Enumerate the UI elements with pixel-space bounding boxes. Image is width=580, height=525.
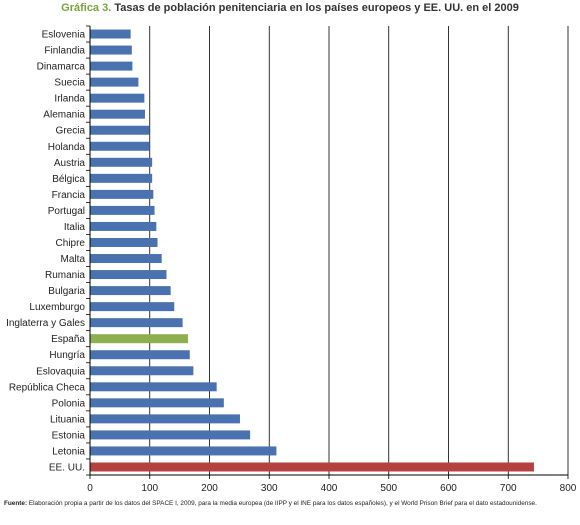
x-tick-label: 300 [261, 483, 278, 494]
bar [90, 286, 171, 296]
category-label: Estonia [52, 430, 86, 441]
category-label: Portugal [48, 206, 85, 217]
category-label: Letonia [52, 446, 85, 457]
bar-chart: Eslovenia Finlandia Dinamarca Suecia Irlanda… [6, 25, 577, 494]
bar [90, 189, 154, 199]
category-label: Italia [64, 222, 86, 233]
category-label: EE. UU. [49, 462, 85, 473]
bar [90, 382, 217, 392]
bar [90, 61, 133, 71]
bar [90, 366, 194, 376]
bar [90, 205, 155, 215]
bar [90, 141, 150, 151]
chart-title: Gráfica 3. Tasas de población penitencia… [0, 2, 580, 14]
category-label: Malta [61, 254, 86, 265]
category-label: Irlanda [54, 94, 85, 105]
category-label: Holanda [48, 142, 86, 153]
category-label: Chipre [56, 238, 86, 249]
bar [90, 446, 277, 456]
bar [90, 462, 534, 472]
bar [90, 173, 153, 183]
x-tick-label: 0 [87, 483, 93, 494]
category-label: Francia [52, 190, 86, 201]
bar [90, 334, 188, 344]
bar [90, 237, 158, 247]
category-label: España [51, 334, 85, 345]
x-tick-label: 500 [380, 483, 397, 494]
bar [90, 318, 183, 328]
category-label: Grecia [56, 126, 86, 137]
bar [90, 77, 139, 87]
bar [90, 125, 150, 135]
category-label: Bélgica [52, 174, 85, 185]
category-label: Dinamarca [37, 62, 86, 73]
x-tick-label: 800 [560, 483, 577, 494]
category-label: Rumania [45, 270, 85, 281]
bar [90, 29, 131, 39]
category-label: Polonia [52, 398, 86, 409]
source-label: Fuente: [4, 500, 28, 507]
bar [90, 157, 153, 167]
category-label: Eslovaquia [36, 366, 85, 377]
source-note: Fuente: Elaboración propia a partir de l… [4, 500, 578, 508]
bar [90, 302, 175, 312]
chart-title-lead: Gráfica 3. [61, 2, 112, 14]
category-label: Inglaterra y Gales [6, 318, 85, 329]
category-label: Hungría [49, 350, 85, 361]
category-label: Lituania [50, 414, 85, 425]
category-label: Suecia [54, 78, 85, 89]
bar [90, 254, 162, 264]
category-label: Eslovenia [42, 30, 86, 41]
x-tick-label: 100 [141, 483, 158, 494]
chart-title-text: Tasas de población penitenciaria en los … [114, 2, 519, 14]
source-text: Elaboración propia a partir de los datos… [28, 500, 537, 507]
bar [90, 430, 251, 440]
x-tick-label: 200 [201, 483, 218, 494]
bar [90, 45, 132, 55]
bar [90, 270, 167, 280]
bar [90, 109, 145, 119]
bar [90, 414, 240, 424]
category-label: República Checa [9, 382, 86, 393]
x-tick-label: 400 [321, 483, 338, 494]
x-tick-label: 600 [440, 483, 457, 494]
bar [90, 350, 190, 360]
bar [90, 398, 224, 408]
category-label: Austria [54, 158, 86, 169]
bar [90, 93, 145, 103]
category-label: Luxemburgo [29, 302, 85, 313]
category-label: Finlandia [44, 46, 85, 57]
category-label: Alemania [43, 110, 85, 121]
bar [90, 221, 157, 231]
category-label: Bulgaria [48, 286, 85, 297]
x-tick-label: 700 [500, 483, 517, 494]
